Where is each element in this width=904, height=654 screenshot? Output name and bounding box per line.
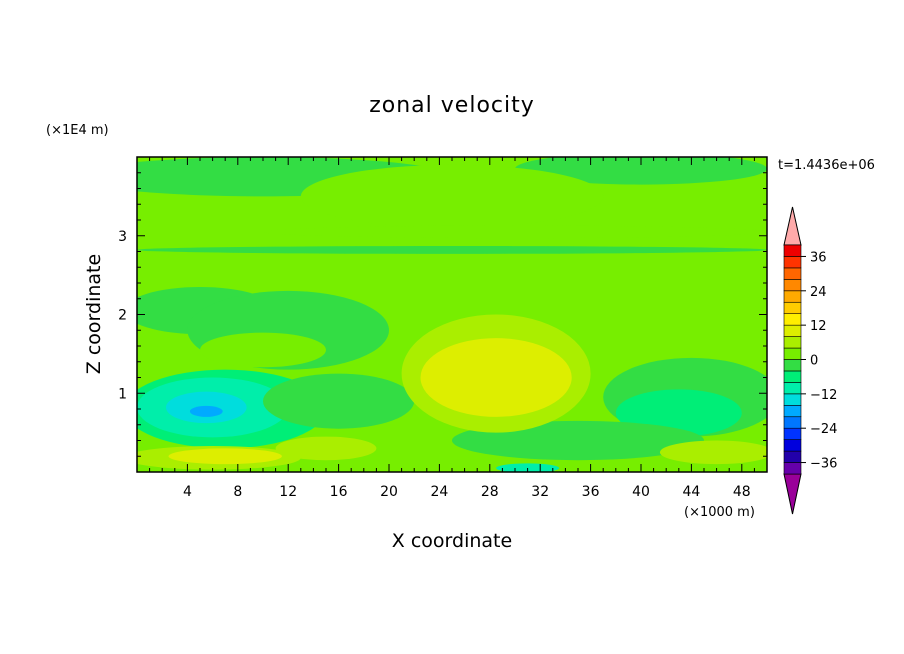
- x-tick-label: 4: [183, 484, 192, 500]
- colorbar-tick-label: 36: [810, 250, 827, 265]
- y-tick-label: 2: [118, 308, 127, 324]
- contour-region-21: [659, 440, 767, 465]
- colorbar-segment: [783, 336, 802, 349]
- colorbar-tick-label: 24: [810, 285, 827, 300]
- colorbar-tick-label: −12: [810, 388, 837, 403]
- colorbar-segment: [783, 256, 802, 269]
- colorbar: 36 24 12 0 −12 −24 −36: [783, 206, 837, 515]
- colorbar-segment: [783, 347, 802, 360]
- colorbar-segment: [783, 279, 802, 292]
- contour-region-4: [137, 245, 767, 254]
- contour-region-7: [200, 332, 326, 368]
- contour-region-1: [515, 157, 767, 185]
- contour-region-20: [275, 436, 377, 461]
- colorbar-segment: [783, 382, 802, 395]
- x-unit-label: (×1000 m): [684, 505, 755, 520]
- x-tick-label: 16: [330, 484, 348, 500]
- contour-region-11: [189, 405, 223, 417]
- x-tick-label: 32: [531, 484, 549, 500]
- x-tick-label: 8: [233, 484, 242, 500]
- colorbar-segment: [783, 324, 802, 337]
- colorbar-segment: [783, 450, 802, 463]
- x-tick-label: 36: [582, 484, 600, 500]
- colorbar-segment: [783, 359, 802, 372]
- colorbar-over-arrow: [783, 206, 802, 246]
- colorbar-segment: [783, 313, 802, 326]
- field-area: [137, 157, 767, 472]
- colorbar-tick-label: −36: [810, 457, 837, 472]
- colorbar-segment: [783, 370, 802, 383]
- colorbar-segment: [783, 404, 802, 418]
- colorbar-tick-label: 12: [810, 319, 827, 334]
- chart-title: zonal velocity: [369, 93, 535, 118]
- colorbar-segment: [783, 416, 802, 429]
- y-tick-label: 3: [118, 229, 127, 245]
- x-tick-label: 12: [279, 484, 297, 500]
- x-tick-label: 28: [481, 484, 499, 500]
- colorbar-segment: [783, 439, 802, 452]
- contour-region-17: [420, 338, 572, 417]
- colorbar-segment: [783, 462, 802, 475]
- contour-region-22: [496, 463, 560, 472]
- contour-region-19: [168, 448, 282, 465]
- contour-region-2: [300, 164, 604, 228]
- colorbar-tick-label: 0: [810, 354, 818, 369]
- x-tick-label: 40: [632, 484, 650, 500]
- x-tick-label: 44: [682, 484, 700, 500]
- x-axis-label: X coordinate: [392, 530, 512, 552]
- x-tick-label: 20: [380, 484, 398, 500]
- x-tick-label: 24: [430, 484, 448, 500]
- y-axis: 1 2 3: [118, 172, 767, 457]
- y-unit-label: (×1E4 m): [46, 123, 109, 138]
- contour-regions: [137, 157, 767, 472]
- contour-region-3: [263, 225, 767, 239]
- colorbar-tick-label: −24: [810, 422, 837, 437]
- contour-region-12: [263, 373, 415, 429]
- time-label: t=1.4436e+06: [778, 158, 875, 173]
- colorbar-segment: [783, 427, 802, 440]
- colorbar-segment: [783, 244, 802, 257]
- y-axis-label: Z coordinate: [83, 254, 105, 374]
- colorbar-segment: [783, 301, 802, 314]
- colorbar-segment: [783, 290, 802, 303]
- colorbar-under-arrow: [783, 473, 802, 515]
- x-tick-label: 48: [733, 484, 751, 500]
- y-tick-label: 1: [118, 386, 127, 402]
- colorbar-segment: [783, 393, 802, 406]
- x-axis: 4 8 12 16 20 24 28 32 36 40 44 48: [149, 157, 755, 500]
- colorbar-segment: [783, 267, 802, 280]
